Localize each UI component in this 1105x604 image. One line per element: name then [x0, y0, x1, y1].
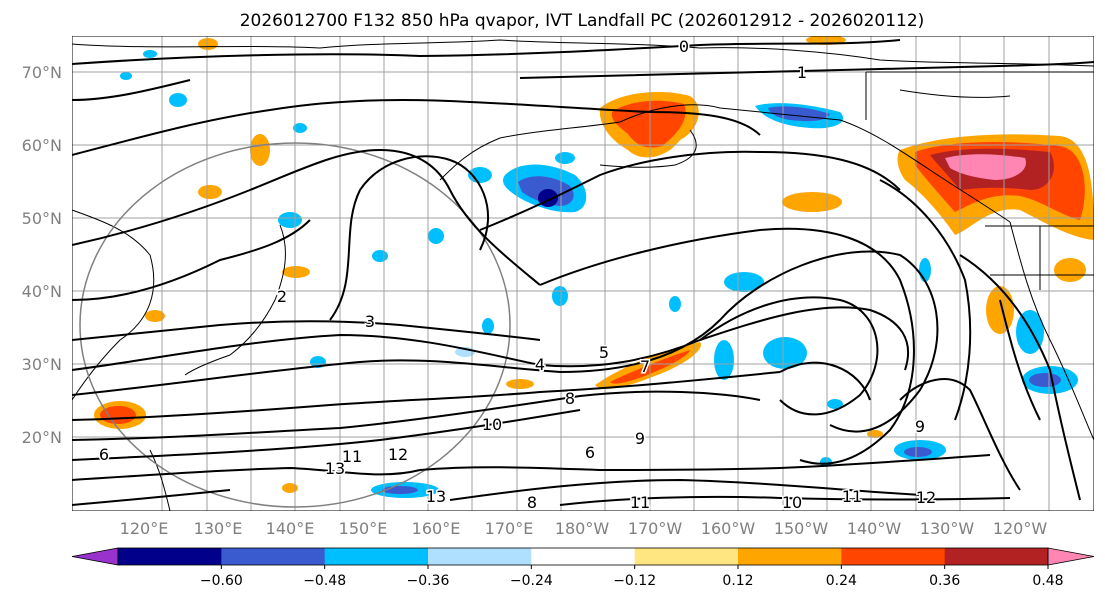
contour-label: 2 [277, 287, 287, 306]
contour-label: 10 [782, 493, 802, 512]
colorbar-tick-label: 0.24 [826, 573, 857, 589]
lon-label: 130°W [920, 519, 975, 538]
contour-label: 6 [99, 445, 109, 464]
contour-label: 11 [630, 493, 650, 512]
graticule [72, 36, 1094, 511]
colorbar-segment [634, 548, 739, 565]
lon-label: 160°W [701, 519, 756, 538]
lon-label: 170°E [485, 519, 534, 538]
colorbar-segment [324, 548, 429, 565]
contour-label: 13 [325, 459, 345, 478]
lon-label: 120°W [993, 519, 1048, 538]
contour-label: 0 [679, 37, 689, 56]
lon-label: 140°W [847, 519, 902, 538]
colorbar-segment [221, 548, 326, 565]
colorbar-tick-label: −0.36 [407, 573, 450, 589]
lat-axis: 70°N 60°N 50°N 40°N 30°N 20°N [22, 63, 62, 447]
colorbar-tick-label: 0.12 [722, 573, 753, 589]
contour-label: 9 [635, 429, 645, 448]
colorbar: −0.60 −0.48 −0.36 −0.24 −0.12 0.12 0.24 0.36 0.4… [71, 547, 1095, 589]
colorbar-segment [428, 548, 532, 565]
lat-label: 40°N [22, 282, 62, 301]
colorbar-tick-label: −0.48 [303, 573, 346, 589]
contour-label: 11 [342, 447, 362, 466]
colorbar-segment [738, 548, 842, 565]
colorbar-tick-label: −0.60 [200, 573, 243, 589]
contour-label: 12 [916, 488, 936, 507]
lon-label: 120°E [120, 519, 169, 538]
lon-axis: 120°E 130°E 140°E 150°E 160°E 170°E 180°… [120, 519, 1048, 538]
map-panel: 0 1 2 3 4 5 7 8 9 10 11 12 13 6 10 11 12… [72, 36, 1094, 512]
colorbar-tick-label: 0.36 [929, 573, 960, 589]
contour-label: 1 [797, 63, 807, 82]
colorbar-tick-label: −0.12 [613, 573, 656, 589]
contour-label: 9 [915, 417, 925, 436]
contour-label: 11 [842, 487, 862, 506]
lon-label: 130°E [194, 519, 243, 538]
ivt-contours [72, 39, 1094, 506]
colorbar-segment [841, 548, 946, 565]
colorbar-segment [944, 548, 1049, 565]
colorbar-extend-max [1047, 547, 1095, 566]
coastlines [72, 39, 1094, 511]
lat-label: 60°N [22, 136, 62, 155]
lat-label: 30°N [22, 355, 62, 374]
contour-label: 10 [482, 415, 502, 434]
contour-label: 3 [365, 312, 375, 331]
colorbar-extend-min [71, 547, 119, 566]
colorbar-tick-label: −0.24 [510, 573, 553, 589]
lat-label: 70°N [22, 63, 62, 82]
lon-label: 180°W [555, 519, 610, 538]
lon-label: 150°W [774, 519, 829, 538]
contour-label: 12 [388, 445, 408, 464]
colorbar-segment [531, 548, 636, 565]
contour-label: 5 [599, 343, 609, 362]
colorbar-segment [118, 548, 222, 565]
contour-label: 7 [640, 357, 650, 376]
lat-label: 20°N [22, 428, 62, 447]
colorbar-frame [117, 547, 1049, 566]
range-circle [79, 142, 511, 508]
colorbar-tick-label: 0.48 [1032, 573, 1063, 589]
lat-label: 50°N [22, 209, 62, 228]
contour-label: 8 [565, 389, 575, 408]
lon-label: 150°E [339, 519, 388, 538]
map-title: 2026012700 F132 850 hPa qvapor, IVT Land… [240, 11, 925, 31]
contour-label-group: 0 1 2 3 4 5 7 8 9 10 11 12 13 6 10 11 12… [97, 36, 937, 512]
map-background [72, 36, 1094, 511]
contour-label: 6 [585, 443, 595, 462]
lon-label: 170°W [628, 519, 683, 538]
contour-label: 8 [527, 493, 537, 512]
lon-label: 140°E [266, 519, 315, 538]
lon-label: 160°E [412, 519, 461, 538]
contour-label: 13 [426, 487, 446, 506]
contour-label: 4 [535, 355, 545, 374]
